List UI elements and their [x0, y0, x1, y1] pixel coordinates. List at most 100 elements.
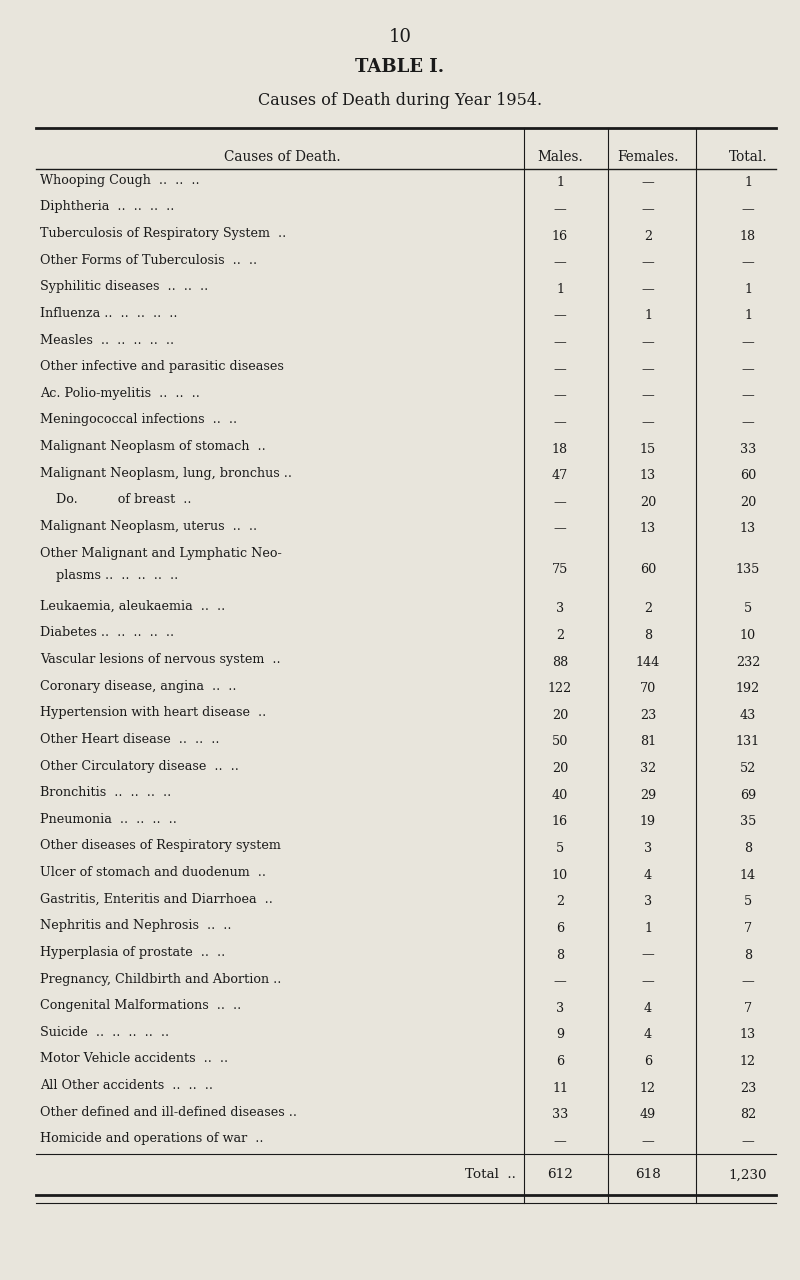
- Text: Gastritis, Enteritis and Diarrhoea  ..: Gastritis, Enteritis and Diarrhoea ..: [40, 892, 273, 906]
- Text: Other Heart disease  ..  ..  ..: Other Heart disease .. .. ..: [40, 733, 219, 746]
- Text: Females.: Females.: [618, 150, 678, 164]
- Text: Malignant Neoplasm of stomach  ..: Malignant Neoplasm of stomach ..: [40, 440, 266, 453]
- Text: 3: 3: [644, 842, 652, 855]
- Text: 43: 43: [740, 709, 756, 722]
- Text: —: —: [554, 310, 566, 323]
- Text: 6: 6: [556, 922, 564, 934]
- Text: 232: 232: [736, 655, 760, 668]
- Text: Total  ..: Total ..: [465, 1169, 516, 1181]
- Text: 5: 5: [556, 842, 564, 855]
- Text: Bronchitis  ..  ..  ..  ..: Bronchitis .. .. .. ..: [40, 786, 171, 799]
- Text: Homicide and operations of war  ..: Homicide and operations of war ..: [40, 1133, 263, 1146]
- Text: All Other accidents  ..  ..  ..: All Other accidents .. .. ..: [40, 1079, 213, 1092]
- Text: —: —: [742, 337, 754, 349]
- Text: Whooping Cough  ..  ..  ..: Whooping Cough .. .. ..: [40, 174, 200, 187]
- Text: 1: 1: [556, 177, 564, 189]
- Text: —: —: [554, 522, 566, 535]
- Text: Leukaemia, aleukaemia  ..  ..: Leukaemia, aleukaemia .. ..: [40, 600, 226, 613]
- Text: —: —: [742, 389, 754, 402]
- Text: Do.          of breast  ..: Do. of breast ..: [40, 493, 191, 507]
- Text: Vascular lesions of nervous system  ..: Vascular lesions of nervous system ..: [40, 653, 281, 666]
- Text: 6: 6: [556, 1055, 564, 1068]
- Text: 5: 5: [744, 603, 752, 616]
- Text: Diabetes ..  ..  ..  ..  ..: Diabetes .. .. .. .. ..: [40, 626, 174, 640]
- Text: —: —: [554, 1135, 566, 1148]
- Text: 6: 6: [644, 1055, 652, 1068]
- Text: 23: 23: [640, 709, 656, 722]
- Text: —: —: [554, 337, 566, 349]
- Text: 69: 69: [740, 788, 756, 801]
- Text: 8: 8: [644, 628, 652, 643]
- Text: 135: 135: [736, 563, 760, 576]
- Text: 18: 18: [740, 229, 756, 243]
- Text: 60: 60: [740, 470, 756, 483]
- Text: 9: 9: [556, 1028, 564, 1042]
- Text: 3: 3: [556, 603, 564, 616]
- Text: 14: 14: [740, 869, 756, 882]
- Text: Diphtheria  ..  ..  ..  ..: Diphtheria .. .. .. ..: [40, 201, 174, 214]
- Text: Other Forms of Tuberculosis  ..  ..: Other Forms of Tuberculosis .. ..: [40, 253, 257, 266]
- Text: Hyperplasia of prostate  ..  ..: Hyperplasia of prostate .. ..: [40, 946, 226, 959]
- Text: —: —: [554, 389, 566, 402]
- Text: 20: 20: [552, 762, 568, 776]
- Text: 20: 20: [640, 495, 656, 509]
- Text: —: —: [554, 204, 566, 216]
- Text: Other Circulatory disease  ..  ..: Other Circulatory disease .. ..: [40, 759, 239, 773]
- Text: 33: 33: [552, 1108, 568, 1121]
- Text: 13: 13: [640, 522, 656, 535]
- Text: Nephritis and Nephrosis  ..  ..: Nephritis and Nephrosis .. ..: [40, 919, 231, 932]
- Text: Other Malignant and Lymphatic Neo-: Other Malignant and Lymphatic Neo-: [40, 547, 282, 559]
- Text: —: —: [642, 975, 654, 988]
- Text: 4: 4: [644, 1002, 652, 1015]
- Text: 13: 13: [740, 1028, 756, 1042]
- Text: Meningococcal infections  ..  ..: Meningococcal infections .. ..: [40, 413, 237, 426]
- Text: Malignant Neoplasm, uterus  ..  ..: Malignant Neoplasm, uterus .. ..: [40, 520, 257, 532]
- Text: —: —: [642, 362, 654, 376]
- Text: 1: 1: [644, 310, 652, 323]
- Text: 8: 8: [556, 948, 564, 961]
- Text: 16: 16: [552, 229, 568, 243]
- Text: Causes of Death during Year 1954.: Causes of Death during Year 1954.: [258, 92, 542, 109]
- Text: 4: 4: [644, 869, 652, 882]
- Text: 52: 52: [740, 762, 756, 776]
- Text: plasms ..  ..  ..  ..  ..: plasms .. .. .. .. ..: [40, 570, 178, 582]
- Text: Malignant Neoplasm, lung, bronchus ..: Malignant Neoplasm, lung, bronchus ..: [40, 467, 292, 480]
- Text: 192: 192: [736, 682, 760, 695]
- Text: Pregnancy, Childbirth and Abortion ..: Pregnancy, Childbirth and Abortion ..: [40, 973, 282, 986]
- Text: Syphilitic diseases  ..  ..  ..: Syphilitic diseases .. .. ..: [40, 280, 208, 293]
- Text: 1: 1: [744, 177, 752, 189]
- Text: 131: 131: [736, 736, 760, 749]
- Text: 10: 10: [740, 628, 756, 643]
- Text: —: —: [642, 416, 654, 429]
- Text: 1,230: 1,230: [729, 1169, 767, 1181]
- Text: Other diseases of Respiratory system: Other diseases of Respiratory system: [40, 840, 281, 852]
- Text: 13: 13: [640, 470, 656, 483]
- Text: Hypertension with heart disease  ..: Hypertension with heart disease ..: [40, 707, 266, 719]
- Text: 8: 8: [744, 842, 752, 855]
- Text: Ulcer of stomach and duodenum  ..: Ulcer of stomach and duodenum ..: [40, 867, 266, 879]
- Text: 88: 88: [552, 655, 568, 668]
- Text: 122: 122: [548, 682, 572, 695]
- Text: 1: 1: [744, 310, 752, 323]
- Text: —: —: [642, 389, 654, 402]
- Text: 16: 16: [552, 815, 568, 828]
- Text: 82: 82: [740, 1108, 756, 1121]
- Text: Males.: Males.: [537, 150, 583, 164]
- Text: —: —: [554, 256, 566, 269]
- Text: 35: 35: [740, 815, 756, 828]
- Text: —: —: [642, 948, 654, 961]
- Text: —: —: [642, 1135, 654, 1148]
- Text: —: —: [642, 337, 654, 349]
- Text: 81: 81: [640, 736, 656, 749]
- Text: 7: 7: [744, 1002, 752, 1015]
- Text: Congenital Malformations  ..  ..: Congenital Malformations .. ..: [40, 1000, 242, 1012]
- Text: 29: 29: [640, 788, 656, 801]
- Text: 40: 40: [552, 788, 568, 801]
- Text: 8: 8: [744, 948, 752, 961]
- Text: 1: 1: [556, 283, 564, 296]
- Text: 20: 20: [740, 495, 756, 509]
- Text: Other infective and parasitic diseases: Other infective and parasitic diseases: [40, 360, 284, 374]
- Text: 2: 2: [556, 895, 564, 909]
- Text: 1: 1: [644, 922, 652, 934]
- Text: 13: 13: [740, 522, 756, 535]
